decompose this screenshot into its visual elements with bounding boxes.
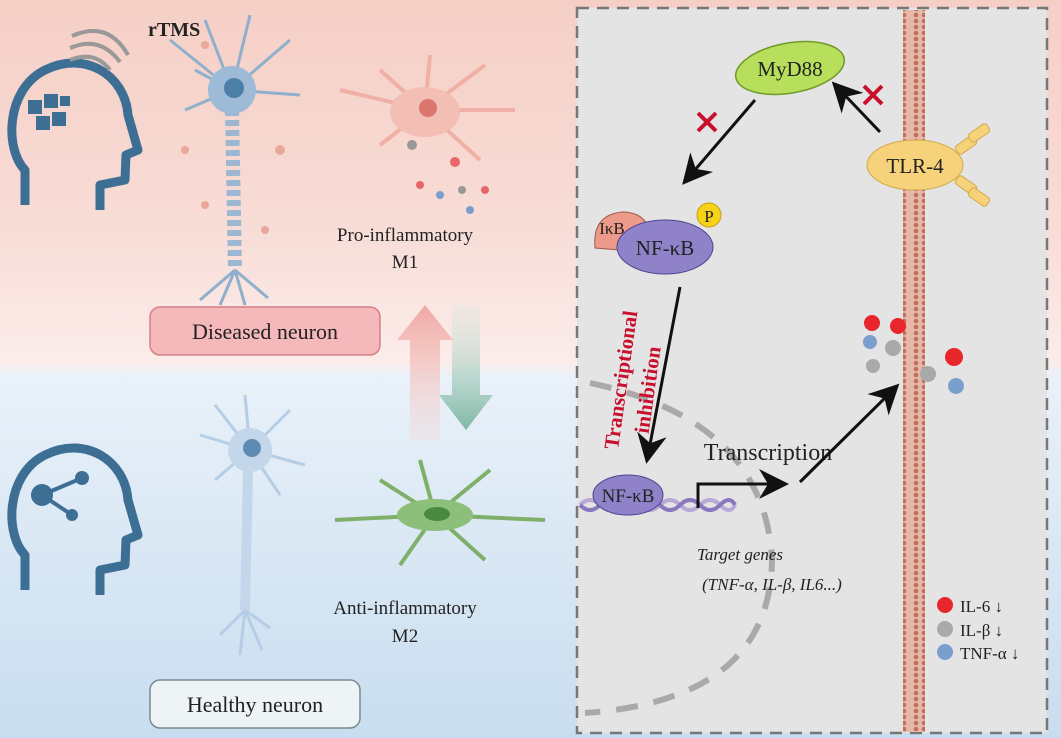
cell-membrane [903,10,925,732]
healthy-neuron-box [149,679,361,729]
rtms-wave-icon [69,29,130,72]
m2-to-m1-arrow [397,305,453,440]
diseased-neuron-box [149,306,381,356]
transcription-start-arrow [696,469,789,508]
myd88-to-nfkb-arrow [682,99,757,185]
m1-to-m2-arrow [439,305,493,430]
m1-label-line2: M1 [392,252,418,273]
phosphate-label: P [704,207,713,226]
m2-label-line2: M2 [392,626,418,647]
nfkb-dna-bound [592,474,664,516]
tlr4-label: TLR-4 [886,154,944,178]
myd88-label: MyD88 [757,57,822,81]
diseased-neuron-icon [169,14,301,306]
small-neurons-icon [181,41,285,234]
rtms-label: rTMS [148,19,200,41]
healthy-neuron-label: Healthy neuron [187,692,323,717]
head-healthy-icon [7,443,143,595]
cell-panel [575,6,1049,735]
cytokine-dots [863,315,964,394]
cytokine-secretion-arrow [798,383,900,484]
tlr4-receptor-icon [866,123,991,207]
m1-microglia-icon [339,54,515,162]
legend-swatch-tnfa [937,644,953,660]
tlr4-to-myd88-arrow [831,81,882,134]
head-diseased-icon [7,58,143,210]
healthy-neuron-icon [199,394,306,656]
legend-label-tnfa: TNF-α ↓ [960,644,1019,663]
transcription-label: Transcription [704,440,832,466]
nucleus-boundary [584,380,776,716]
legend-swatch-il6 [937,597,953,613]
m2-microglia-icon [334,459,546,567]
myd88-protein [734,40,846,96]
nfkb-dna-label: NF-κB [602,486,655,507]
legend: IL-6 ↓ IL-β ↓ TNF-α ↓ [937,597,1019,663]
nfkb-complex-label: NF-κB [636,236,694,260]
nfkb-complex [616,219,714,275]
m1-label-line1: Pro-inflammatory [337,225,474,246]
target-genes-label: Target genes [697,545,783,564]
cytokine-release-dots [407,140,489,214]
diseased-neuron-label: Diseased neuron [192,319,338,344]
ikb-label: IκB [599,219,625,238]
legend-label-il6: IL-6 ↓ [960,597,1003,616]
nuclear-translocation-arrow [637,286,682,464]
legend-swatch-ilb [937,621,953,637]
m2-label-line1: Anti-inflammatory [333,598,477,619]
legend-label-ilb: IL-β ↓ [960,621,1003,640]
phosphate-group [696,202,722,228]
block-x-icon [696,84,884,133]
target-genes-list: (TNF-α, IL-β, IL6...) [702,575,842,594]
